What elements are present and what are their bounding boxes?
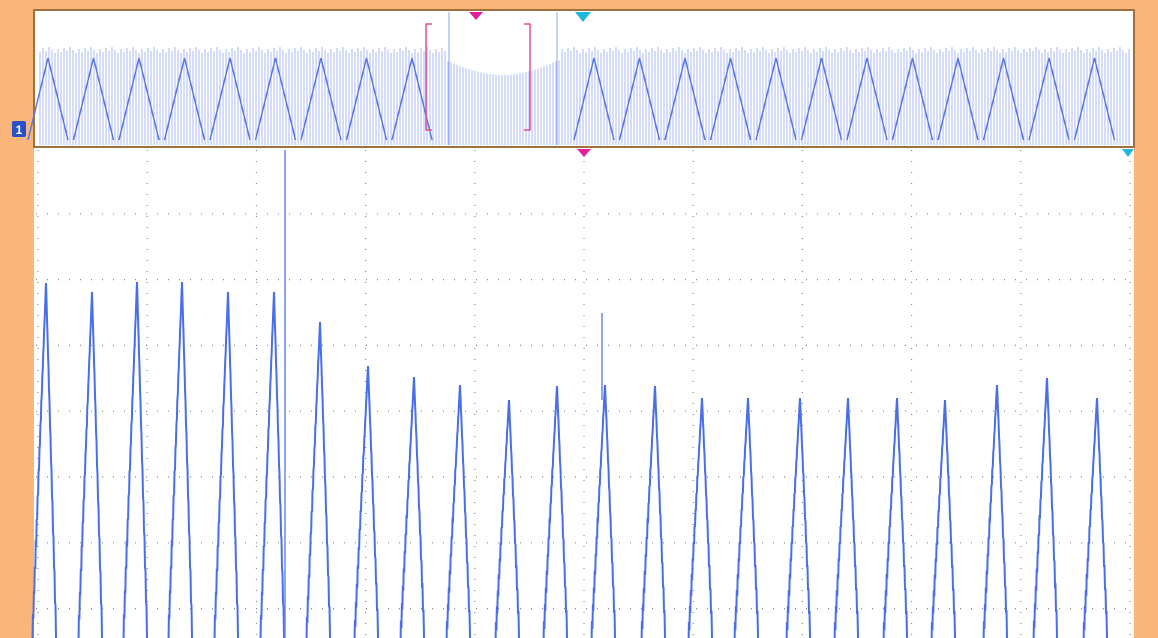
waveform-burst [640,385,666,638]
left-frame [0,0,34,638]
waveform-burst [542,385,568,638]
waveform-burst [167,281,193,638]
right-frame [1134,0,1158,638]
waveform-burst [31,282,57,638]
waveform-burst [399,376,425,638]
main-waveform [31,150,1108,638]
waveform-burst [785,397,811,638]
waveform-burst [733,397,759,638]
position-marker [1122,149,1134,157]
waveform-burst [494,399,520,638]
trigger-marker [469,12,483,20]
waveform-burst [833,397,859,638]
waveform-burst [353,365,379,638]
waveform-burst [305,321,331,638]
position-marker [575,12,591,22]
waveform-burst [930,399,956,638]
trigger-marker [577,149,591,157]
waveform-burst [77,291,103,638]
overview-waveform [27,12,1130,145]
waveform-burst [982,384,1008,638]
waveform-burst [590,384,616,638]
waveform-burst [213,291,239,638]
waveform-burst [445,384,471,638]
top-frame [0,0,1158,10]
waveform-burst [1032,377,1058,638]
waveform-burst [687,397,713,638]
waveform-burst [1082,397,1108,638]
waveform-burst [882,397,908,638]
zoom-bracket [425,23,531,131]
channel-badge [12,121,26,137]
waveform-burst [259,291,285,638]
waveform-burst [122,281,148,638]
channel-label: 1 [16,123,23,137]
overview-envelope [27,57,1116,141]
